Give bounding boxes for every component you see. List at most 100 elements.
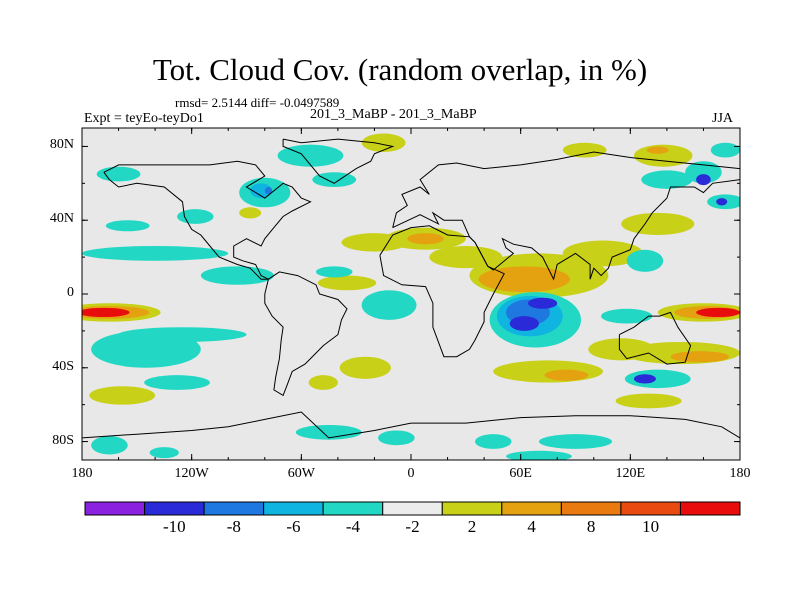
anomaly-patch (361, 290, 417, 320)
anomaly-patch (317, 275, 377, 291)
colorbar-bin (620, 501, 681, 516)
y-tick-label: 80S (52, 432, 74, 448)
colorbar-bin (560, 501, 622, 516)
colorbar-bin (441, 501, 503, 516)
anomaly-patch (633, 374, 656, 384)
x-tick-label: 60E (509, 466, 532, 481)
anomaly-patch (264, 187, 273, 195)
case-label: 201_3_MaBP - 201_3_MaBP (310, 107, 477, 122)
anomaly-patch (696, 174, 711, 186)
colorbar-tick-label: -4 (345, 517, 361, 536)
anomaly-patch (429, 246, 503, 269)
anomaly-patch (601, 308, 653, 324)
anomaly-patch (91, 436, 128, 455)
colorbar (84, 501, 741, 516)
anomaly-patch (105, 220, 150, 232)
coastline (264, 271, 348, 397)
anomaly-patch (641, 170, 693, 189)
colorbar-tick-label: 2 (467, 517, 477, 536)
anomaly-patch (562, 240, 644, 267)
anomaly-patch (710, 142, 740, 158)
coastline (103, 160, 312, 280)
x-tick-label: 180 (71, 466, 93, 481)
colorbar-tick-label: 10 (642, 517, 660, 536)
anomaly-patch (118, 327, 247, 342)
anomaly-patch (626, 249, 664, 272)
colorbar-bin (203, 501, 265, 516)
anomaly-patch (177, 209, 214, 224)
tick-marks (81, 128, 741, 460)
anomaly-patch (295, 424, 362, 440)
anomaly-patch (621, 212, 695, 235)
x-tick-label: 0 (407, 466, 415, 481)
coastline (282, 138, 395, 184)
anomaly-patch (407, 233, 444, 245)
anomaly-patch (615, 393, 682, 409)
y-tick-label: 0 (67, 285, 74, 300)
anomaly-patch (96, 166, 141, 182)
colorbar-bin (679, 501, 741, 516)
x-tick-label: 120W (174, 466, 209, 481)
stats-line: rmsd= 2.5144 diff= -0.0497589 (175, 95, 340, 110)
colorbar-tick-label: -2 (405, 517, 420, 536)
anomaly-patch (361, 133, 406, 152)
anomaly-patch (239, 207, 262, 219)
colorbar-bin (263, 501, 324, 516)
anomaly-patch (624, 369, 691, 389)
y-tick-label: 40N (49, 211, 74, 227)
anomaly-field (82, 133, 740, 460)
anomaly-patch (308, 375, 338, 390)
anomaly-patch (696, 307, 740, 318)
coastline (82, 411, 740, 439)
y-tick-label: 80N (49, 137, 74, 153)
anomaly-patch (339, 356, 391, 379)
anomaly-patch (277, 144, 344, 167)
colorbar-tick-label: 4 (527, 517, 536, 536)
coastline (392, 151, 740, 228)
colorbar-bin (322, 501, 384, 516)
x-tick-label: 60W (287, 466, 315, 481)
colorbar-bin (144, 501, 205, 516)
anomaly-patch (685, 161, 722, 184)
coastline (618, 311, 692, 365)
anomaly-patch (315, 266, 353, 278)
season-label: JJA (712, 111, 734, 126)
anomaly-patch (378, 430, 415, 446)
plot-title: Tot. Cloud Cov. (random overlap, in %) (152, 52, 648, 87)
x-tick-label: 180 (729, 466, 751, 481)
map-background (82, 128, 740, 460)
colorbar-bin (382, 501, 443, 516)
coastline (379, 225, 505, 358)
anomaly-patch (670, 351, 730, 363)
colorbar-bin (84, 501, 146, 516)
anomaly-patch (149, 447, 179, 459)
anomaly-patch (89, 386, 156, 405)
anomaly-patch (646, 146, 669, 154)
colorbar-tick-label: 8 (586, 517, 596, 536)
colorbar-tick-label: -10 (162, 517, 186, 536)
experiment-label: Expt = teyEo-teyDo1 (84, 111, 204, 126)
anomaly-patch (144, 375, 210, 390)
anomaly-patch (82, 307, 130, 318)
anomaly-patch (544, 369, 589, 381)
anomaly-patch (506, 450, 572, 460)
anomaly-patch (562, 142, 607, 158)
x-tick-label: 120E (615, 466, 646, 481)
anomaly-patch (538, 434, 613, 449)
map-plot-area (81, 127, 741, 461)
anomaly-patch (493, 360, 603, 383)
anomaly-patch (509, 316, 539, 331)
anomaly-patch (716, 198, 728, 206)
anomaly-patch (200, 266, 274, 285)
anomaly-patch (527, 297, 558, 309)
colorbar-tick-label: -8 (226, 517, 241, 536)
anomaly-patch (474, 434, 512, 449)
y-tick-label: 40S (52, 358, 74, 374)
colorbar-bin (501, 501, 562, 516)
coastlines (82, 138, 740, 439)
anomaly-patch (82, 246, 229, 261)
anomaly-patch (250, 183, 273, 199)
colorbar-tick-label: -6 (286, 517, 301, 536)
coastline (392, 179, 740, 281)
